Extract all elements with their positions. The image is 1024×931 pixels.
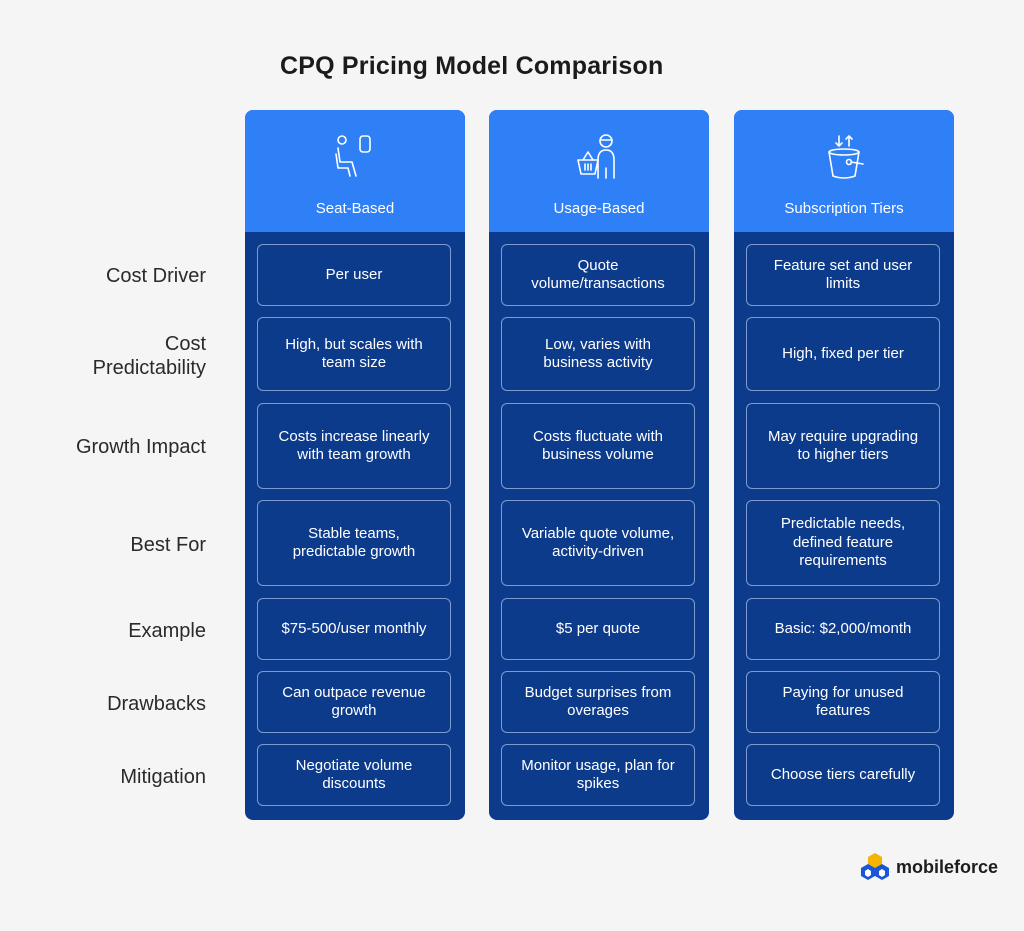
cell-cost-predictability: High, but scales with team size xyxy=(257,317,451,391)
cell-mitigation: Choose tiers carefully xyxy=(746,744,940,806)
cell-cost-predictability: Low, varies with business activity xyxy=(501,317,695,391)
cell-mitigation: Negotiate volume discounts xyxy=(257,744,451,806)
cell-best-for: Variable quote volume, activity-driven xyxy=(501,500,695,586)
cell-example: Basic: $2,000/month xyxy=(746,598,940,660)
row-label-cost-predictability-text: Cost Predictability xyxy=(92,333,206,379)
cell-cost-driver: Quote volume/transactions xyxy=(501,244,695,306)
brand-name: mobileforce xyxy=(896,856,999,877)
cell-cost-driver: Feature set and user limits xyxy=(746,244,940,306)
cell-mitigation: Monitor usage, plan for spikes xyxy=(501,744,695,806)
row-label-cost-predictability: Cost Predictability xyxy=(6,332,206,380)
page-title: CPQ Pricing Model Comparison xyxy=(280,52,664,80)
row-label-growth-impact: Growth Impact xyxy=(75,436,206,458)
seated-person-icon xyxy=(335,135,371,177)
cell-drawbacks: Paying for unused features xyxy=(746,671,940,733)
column-seat-based: Seat-Based Per user High, but scales wit… xyxy=(245,110,465,820)
cell-growth-impact: Costs fluctuate with business volume xyxy=(501,403,695,489)
cell-growth-impact: May require upgrading to higher tiers xyxy=(746,403,940,489)
column-title: Seat-Based xyxy=(315,200,395,217)
mobileforce-logo-icon xyxy=(861,853,889,880)
row-label-example: Example xyxy=(128,620,206,642)
column-header: Seat-Based xyxy=(245,110,465,232)
cell-cost-predictability: High, fixed per tier xyxy=(746,317,940,391)
column-title: Usage-Based xyxy=(553,200,645,217)
row-label-mitigation: Mitigation xyxy=(120,766,206,788)
column-title: Subscription Tiers xyxy=(784,200,904,217)
brand-logo: mobileforce xyxy=(860,852,998,882)
cell-cost-driver: Per user xyxy=(257,244,451,306)
bucket-arrows-icon xyxy=(828,135,864,179)
column-header: Subscription Tiers xyxy=(734,110,954,232)
shopper-basket-icon xyxy=(577,134,615,179)
row-label-cost-driver: Cost Driver xyxy=(105,265,206,287)
column-subscription-tiers: Subscription Tiers Feature set and user … xyxy=(734,110,954,820)
cell-best-for: Stable teams, predictable growth xyxy=(257,500,451,586)
row-label-best-for: Best For xyxy=(130,534,206,556)
column-header: Usage-Based xyxy=(489,110,709,232)
cell-drawbacks: Can outpace revenue growth xyxy=(257,671,451,733)
cell-drawbacks: Budget surprises from overages xyxy=(501,671,695,733)
column-usage-based: Usage-Based Quote volume/transactions Lo… xyxy=(489,110,709,820)
cell-growth-impact: Costs increase linearly with team growth xyxy=(257,403,451,489)
cell-example: $5 per quote xyxy=(501,598,695,660)
cell-example: $75-500/user monthly xyxy=(257,598,451,660)
cell-best-for: Predictable needs, defined feature requi… xyxy=(746,500,940,586)
row-label-drawbacks: Drawbacks xyxy=(107,693,206,715)
